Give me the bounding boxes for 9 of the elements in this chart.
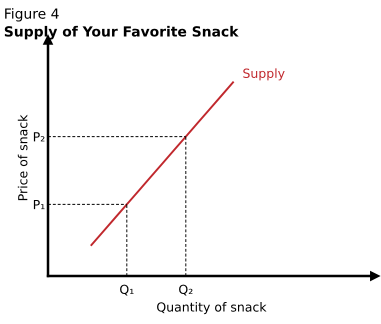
y-axis-title: Price of snack <box>18 114 28 200</box>
series-label: Supply <box>243 68 285 80</box>
chart-title: Figure 4 <box>5 8 59 22</box>
x-axis-title: Quantity of snack <box>157 302 267 314</box>
x-tick-label: Q₂ <box>179 284 192 296</box>
x-tick-label: Q₁ <box>120 284 134 296</box>
ref-line-label: P₂ <box>34 132 44 142</box>
chart-subtitle: Supply of Your Favorite Snack <box>4 26 239 40</box>
ref-line-label: P₁ <box>34 200 45 210</box>
